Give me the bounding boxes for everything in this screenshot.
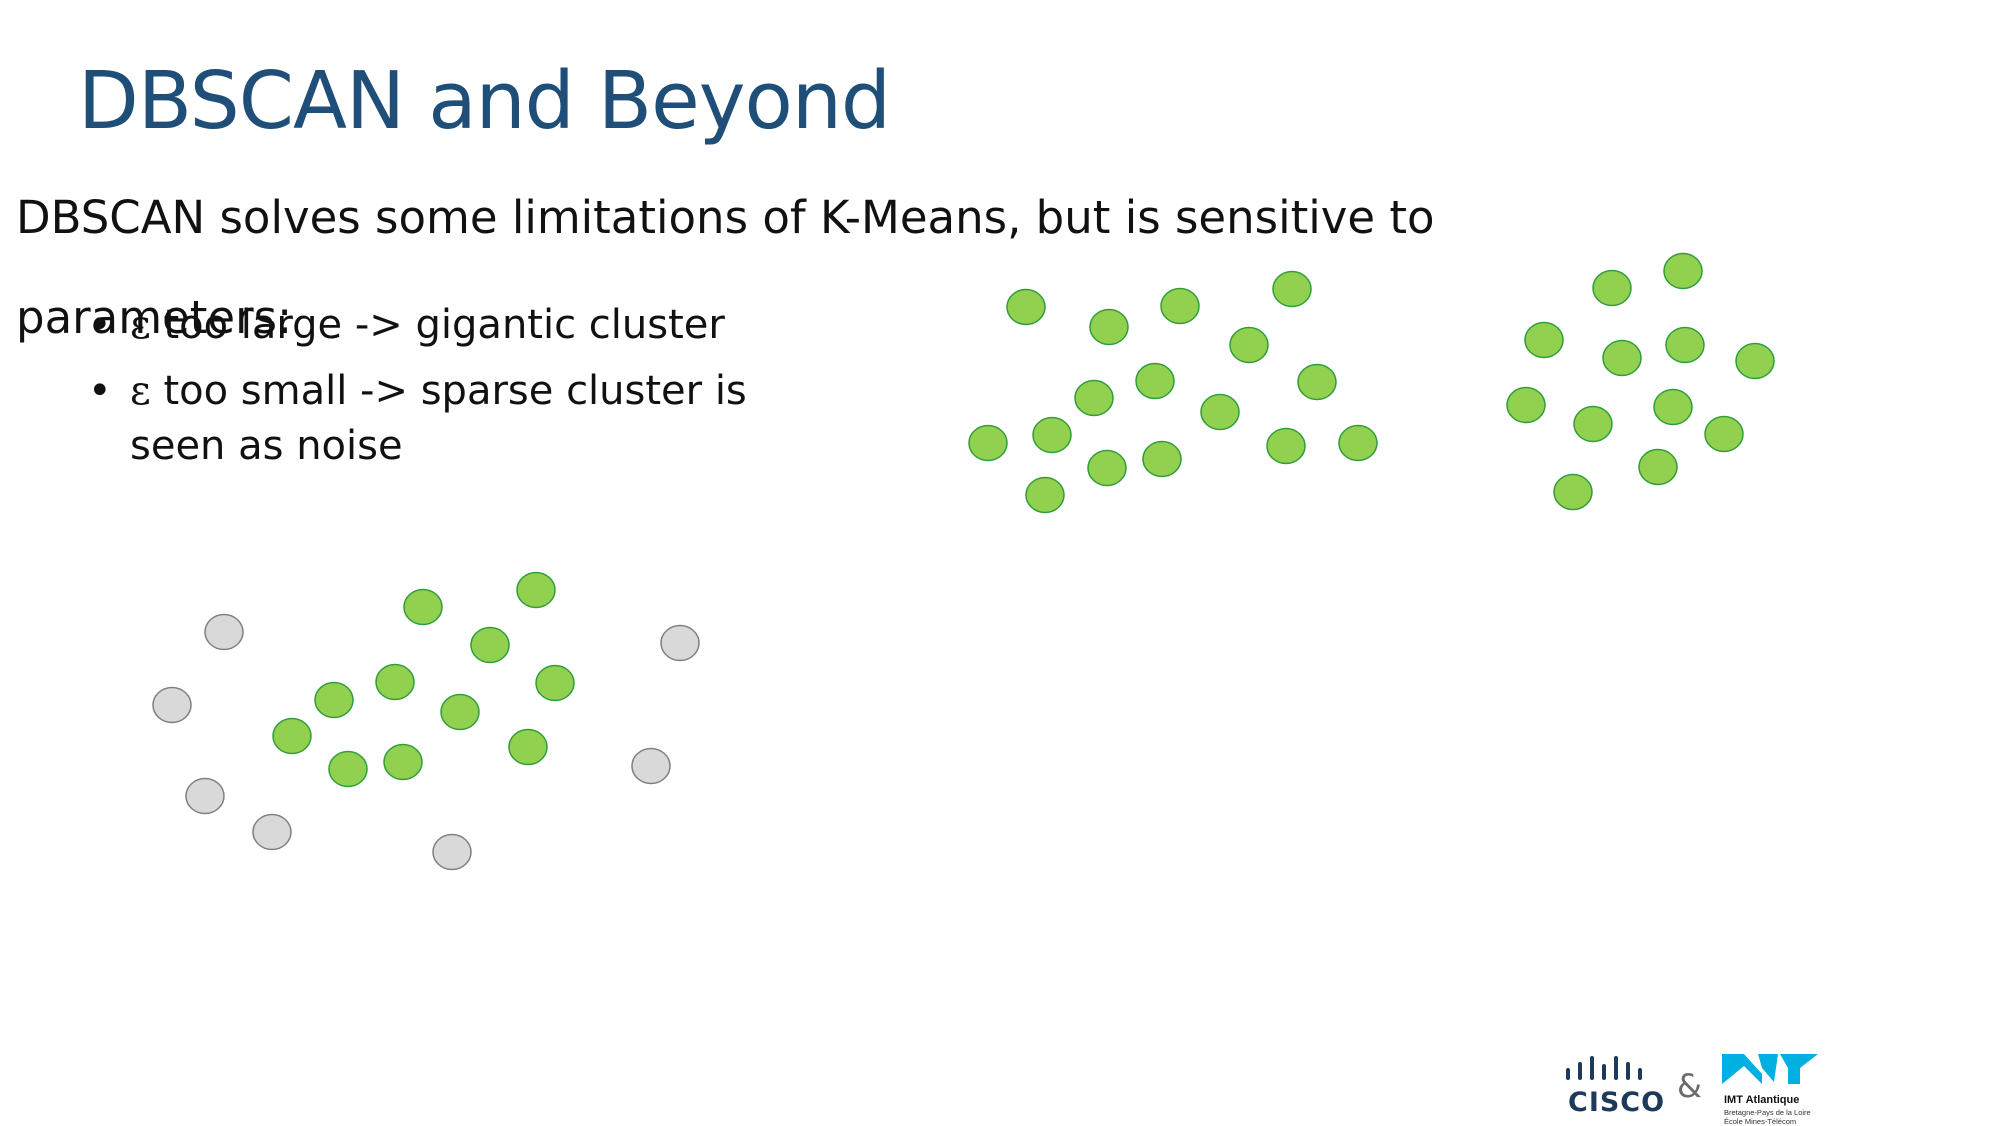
cluster-point (272, 717, 312, 755)
cluster-point (1638, 448, 1678, 486)
footer-logos: CISCO & IMT Atlantique Bretagne-Pays de … (1560, 1050, 1830, 1126)
cluster-point (1229, 326, 1269, 364)
cluster-point (403, 588, 443, 626)
cluster-point (314, 681, 354, 719)
epsilon-symbol: ε (130, 368, 151, 414)
noise-point (152, 686, 192, 724)
scatter-large-epsilon (968, 270, 1378, 514)
cluster-point (1663, 252, 1703, 290)
cluster-point (1506, 386, 1546, 424)
cluster-point (535, 664, 575, 702)
cluster-point (383, 743, 423, 781)
cluster-point (968, 424, 1008, 462)
noise-point (204, 613, 244, 651)
intro-text: DBSCAN solves some limitations of K-Mean… (16, 191, 1435, 344)
cluster-point (1573, 405, 1613, 443)
cluster-point (508, 728, 548, 766)
cisco-logo (1566, 1056, 1642, 1080)
cluster-point (1032, 416, 1072, 454)
noise-point (252, 813, 292, 851)
cluster-point (1135, 362, 1175, 400)
bullet-item-small-epsilon: • ε too small -> sparse cluster is seen … (88, 364, 768, 474)
cluster-point (470, 626, 510, 664)
bullet-item-large-epsilon: • ε too large -> gigantic cluster (88, 298, 768, 353)
cluster-point (1272, 270, 1312, 308)
epsilon-symbol: ε (130, 302, 151, 348)
cluster-point (440, 693, 480, 731)
cluster-point (1025, 476, 1065, 514)
cluster-point (1006, 288, 1046, 326)
noise-point (660, 624, 700, 662)
cluster-point (1087, 449, 1127, 487)
bullet-dot: • (88, 368, 112, 414)
cluster-point (1735, 342, 1775, 380)
cluster-point (1553, 473, 1593, 511)
cluster-point (328, 750, 368, 788)
cluster-point (1089, 308, 1129, 346)
slide-title: DBSCAN and Beyond (78, 55, 891, 147)
cluster-point (516, 571, 556, 609)
cluster-point (1338, 424, 1378, 462)
imt-logo (1722, 1054, 1818, 1084)
cluster-point (1665, 326, 1705, 364)
bullet-text: too large -> gigantic cluster (150, 302, 725, 348)
noise-point (432, 833, 472, 871)
imt-subtitle-2: École Mines-Télécom (1724, 1117, 1797, 1126)
ampersand: & (1677, 1067, 1702, 1105)
cluster-point (1200, 393, 1240, 431)
cisco-wordmark: CISCO (1568, 1087, 1666, 1118)
bullet-list: • ε too large -> gigantic cluster • ε to… (88, 298, 768, 485)
imt-name: IMT Atlantique (1724, 1094, 1800, 1106)
bullet-text: too small -> sparse cluster is seen as n… (130, 368, 747, 469)
imt-subtitle-1: Bretagne-Pays de la Loire (1724, 1108, 1811, 1117)
cluster-point (375, 663, 415, 701)
cluster-point (1297, 363, 1337, 401)
cluster-point (1142, 440, 1182, 478)
cluster-point (1266, 427, 1306, 465)
cluster-point (1602, 339, 1642, 377)
cluster-point (1592, 269, 1632, 307)
scatter-small-epsilon (152, 571, 700, 871)
cluster-point (1160, 287, 1200, 325)
noise-point (631, 747, 671, 785)
cluster-point (1704, 415, 1744, 453)
cluster-point (1653, 388, 1693, 426)
cluster-point (1524, 321, 1564, 359)
cluster-point (1074, 379, 1114, 417)
scatter-separate-cluster (1506, 252, 1775, 511)
bullet-dot: • (88, 302, 112, 348)
noise-point (185, 777, 225, 815)
